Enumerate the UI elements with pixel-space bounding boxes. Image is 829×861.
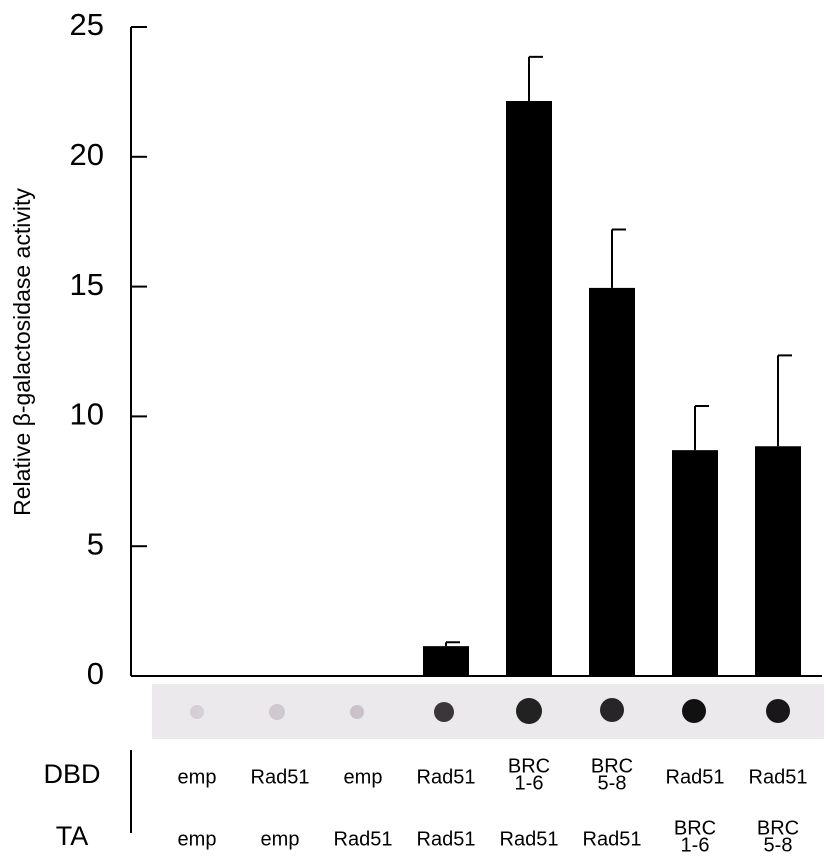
chart: Relative β-galactosidase activity 0 5 10 15… bbox=[0, 0, 829, 861]
y-tick-label: 20 bbox=[70, 137, 104, 172]
y-tick-label: 10 bbox=[70, 397, 104, 432]
bar bbox=[423, 646, 469, 676]
table-cell: 5-8 bbox=[764, 834, 793, 856]
table-cell: emp bbox=[178, 766, 217, 788]
table-cell: Rad51 bbox=[251, 766, 310, 788]
table-cell: Rad51 bbox=[749, 766, 808, 788]
bar bbox=[672, 450, 718, 676]
table-cell: Rad51 bbox=[417, 766, 476, 788]
blot-strip bbox=[152, 684, 824, 739]
y-tick-label: 15 bbox=[70, 267, 104, 302]
y-tick-label: 0 bbox=[87, 656, 104, 691]
table-cell: Rad51 bbox=[583, 828, 642, 850]
y-tick-label: 25 bbox=[70, 7, 104, 42]
bar bbox=[589, 288, 635, 676]
y-tick-label: 5 bbox=[87, 526, 104, 561]
table-cell: emp bbox=[178, 828, 217, 850]
table-cell: Rad51 bbox=[666, 766, 725, 788]
bar bbox=[755, 446, 801, 676]
table-cell: 1-6 bbox=[515, 772, 544, 794]
table-cell: Rad51 bbox=[334, 828, 393, 850]
table-cell: 1-6 bbox=[681, 834, 710, 856]
table-cell: 5-8 bbox=[598, 772, 627, 794]
bar bbox=[506, 101, 552, 676]
row-header: DBD bbox=[43, 759, 100, 789]
table-cell: Rad51 bbox=[500, 828, 559, 850]
table-cell: Rad51 bbox=[417, 828, 476, 850]
table-cell: emp bbox=[344, 766, 383, 788]
y-axis-label: Relative β-galactosidase activity bbox=[9, 188, 35, 516]
row-header: TA bbox=[56, 821, 89, 851]
table-cell: emp bbox=[261, 828, 300, 850]
